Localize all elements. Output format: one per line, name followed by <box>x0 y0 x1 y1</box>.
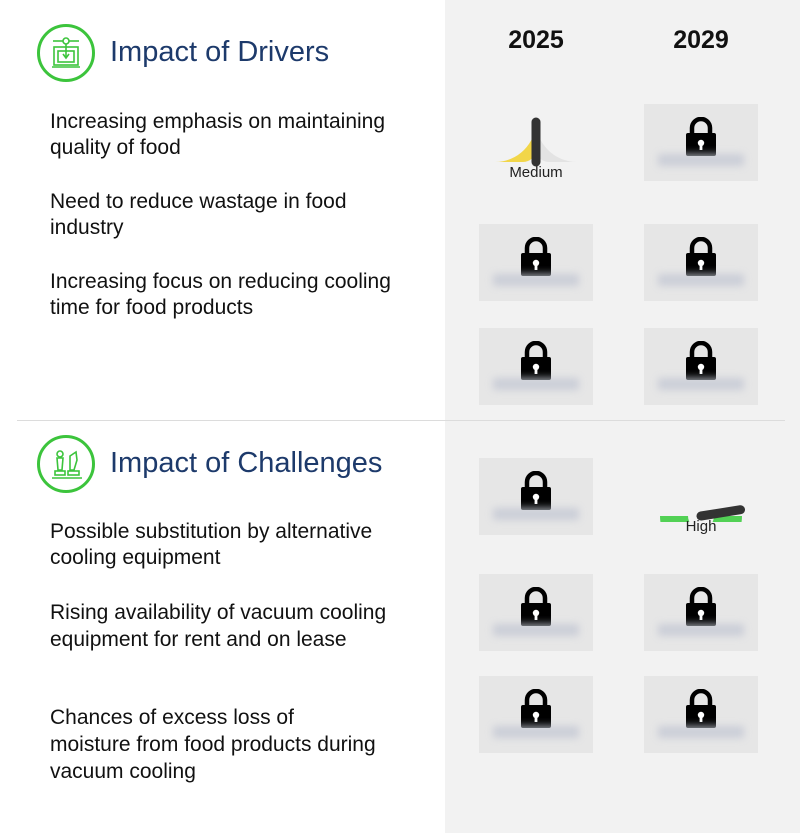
blurred-value <box>658 726 744 738</box>
locked-cell <box>479 224 593 301</box>
blurred-value <box>658 154 744 166</box>
machine-icon <box>37 24 95 82</box>
gauge-fill <box>495 121 536 162</box>
driver-item: Need to reduce wastage in food industry <box>50 190 347 239</box>
lock-icon <box>519 688 553 734</box>
locked-cell <box>479 328 593 405</box>
locked-cell <box>644 676 758 753</box>
blurred-value <box>493 378 579 390</box>
locked-cell <box>479 458 593 535</box>
driver-item: Increasing focus on reducing cooling tim… <box>50 270 391 319</box>
driver-item: Increasing emphasis on maintaining quali… <box>50 110 386 159</box>
year-header: 2025 <box>508 26 564 54</box>
gauge-label: Medium <box>509 164 563 181</box>
year-header: 2029 <box>673 26 729 54</box>
lock-icon <box>519 340 553 386</box>
drivers-title: Impact of Drivers <box>110 36 330 68</box>
challenge-item: Chances of excess loss of moisture from … <box>50 706 376 783</box>
challenge-item: Possible substitution by alternative coo… <box>50 520 373 569</box>
locked-cell <box>644 104 758 181</box>
gauge-dial <box>660 505 746 522</box>
locked-cell <box>479 574 593 651</box>
blurred-value <box>493 508 579 520</box>
lock-icon <box>519 470 553 516</box>
gauge-fill <box>660 516 742 522</box>
blurred-value <box>658 624 744 636</box>
blurred-value <box>493 274 579 286</box>
chess-icon <box>37 435 95 493</box>
locked-cell <box>644 574 758 651</box>
impact-gauge: High <box>644 458 758 535</box>
lock-icon <box>684 688 718 734</box>
lock-icon <box>684 236 718 282</box>
lock-icon <box>684 116 718 162</box>
impact-gauge: Medium <box>479 104 593 181</box>
blurred-value <box>658 274 744 286</box>
challenges-title: Impact of Challenges <box>110 447 383 479</box>
challenge-item: Rising availability of vacuum cooling eq… <box>50 601 387 651</box>
locked-cell <box>644 328 758 405</box>
lock-icon <box>519 236 553 282</box>
section-divider <box>17 420 785 421</box>
blurred-value <box>493 726 579 738</box>
gauge-label: High <box>685 518 717 535</box>
blurred-value <box>493 624 579 636</box>
gauge-needle <box>696 505 746 521</box>
lock-icon <box>684 340 718 386</box>
locked-cell <box>644 224 758 301</box>
blurred-value <box>658 378 744 390</box>
lock-icon <box>684 586 718 632</box>
lock-icon <box>519 586 553 632</box>
gauge-dial <box>495 117 577 167</box>
locked-cell <box>479 676 593 753</box>
gauge-track <box>536 121 577 162</box>
